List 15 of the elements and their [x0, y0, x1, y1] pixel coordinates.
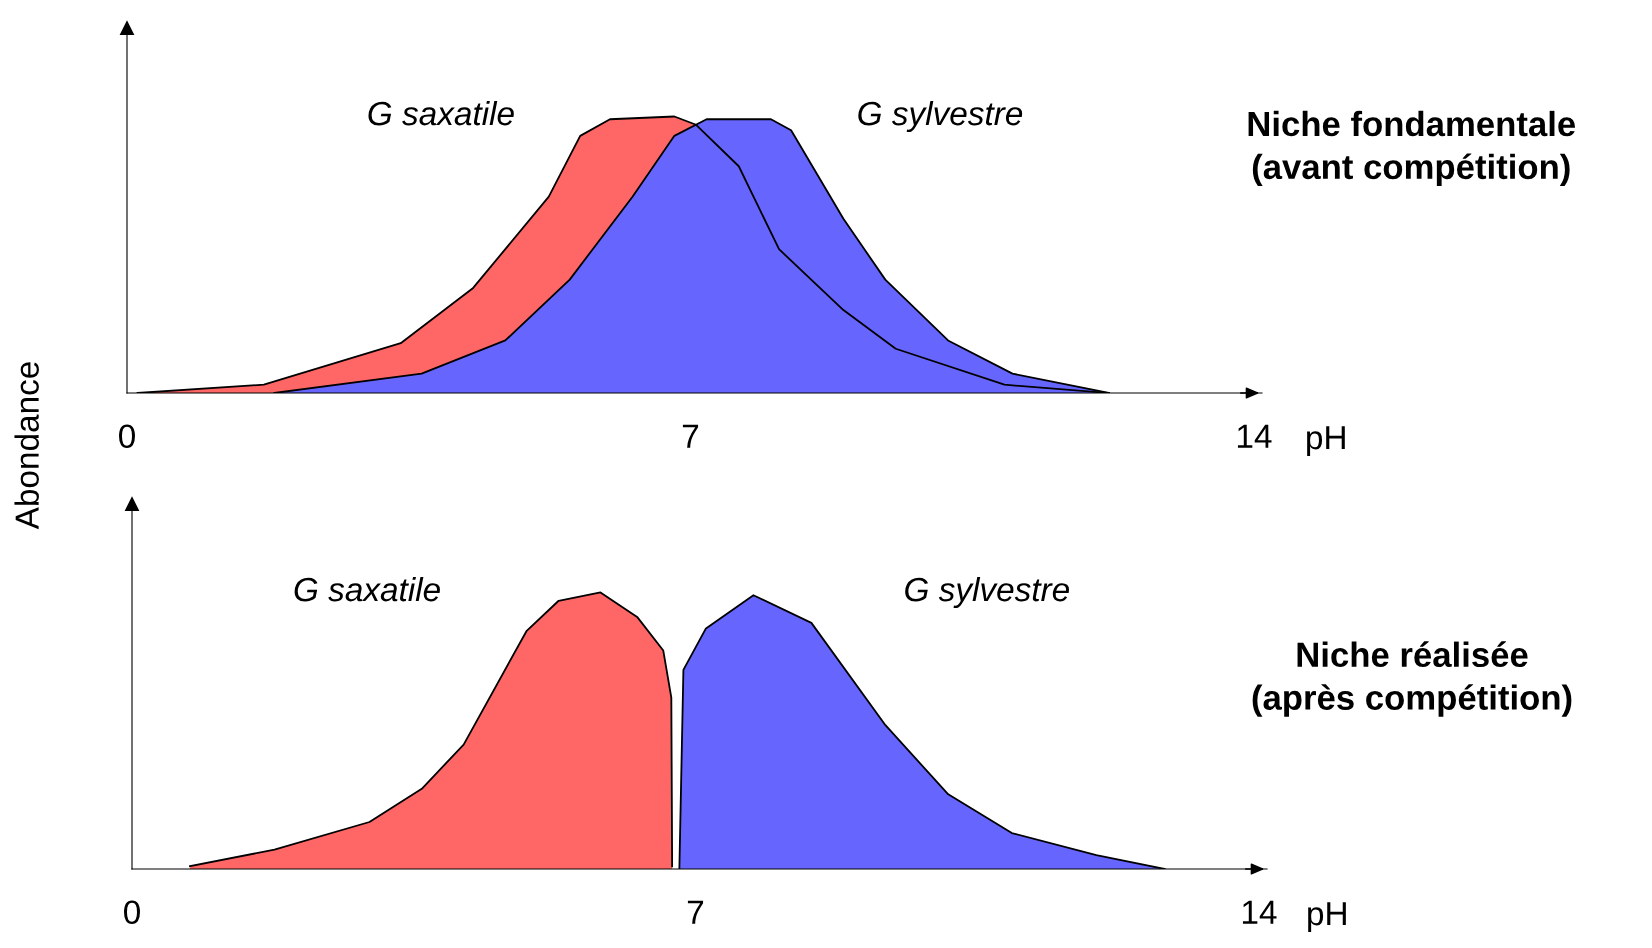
x-axis-title: pH: [1308, 902, 1346, 932]
text: G sylvestre: [905, 576, 1069, 609]
series-label: G saxatile: [368, 100, 514, 126]
x-tick-label: 14: [1242, 900, 1277, 924]
text: Niche fondamentale (avant compétition): [1248, 110, 1576, 187]
y-axis-title: Abondance: [14, 362, 39, 530]
x-tick-label: 0: [124, 900, 140, 925]
x-tick-label: 7: [687, 900, 704, 924]
text: G saxatile: [294, 576, 440, 602]
series-label: G sylvestre: [858, 100, 1023, 133]
x-tick-label: 14: [1237, 424, 1272, 448]
x-axis-title: pH: [1307, 426, 1345, 456]
x-tick-label: 0: [119, 424, 135, 449]
text: Niche réalisée (après compétition): [1252, 641, 1572, 717]
x-tick-label: 7: [682, 424, 699, 448]
